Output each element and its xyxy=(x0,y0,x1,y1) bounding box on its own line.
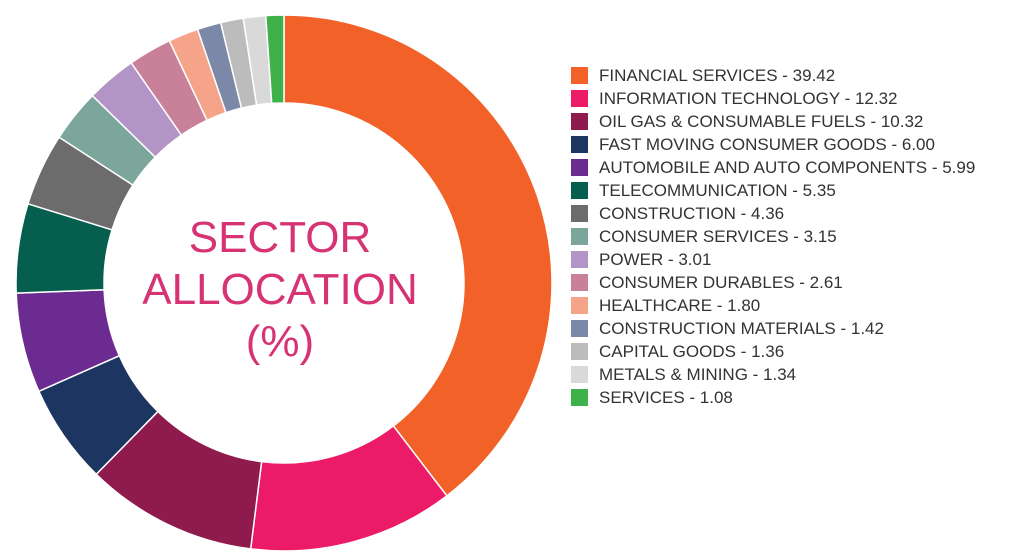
legend-item-6: CONSTRUCTION - 4.36 xyxy=(571,202,1011,225)
legend-swatch-8 xyxy=(571,251,588,268)
legend-label-12: CAPITAL GOODS - 1.36 xyxy=(599,342,785,361)
legend-label-2: OIL GAS & CONSUMABLE FUELS - 10.32 xyxy=(599,112,924,131)
legend-label-14: SERVICES - 1.08 xyxy=(599,388,733,407)
slice-0 xyxy=(283,14,553,497)
legend-swatch-6 xyxy=(571,205,588,222)
legend-label-13: METALS & MINING - 1.34 xyxy=(599,365,797,384)
legend-item-8: POWER - 3.01 xyxy=(571,248,1011,271)
legend-swatch-14 xyxy=(571,389,588,406)
legend-label-1: INFORMATION TECHNOLOGY - 12.32 xyxy=(599,89,898,108)
donut-chart xyxy=(15,14,553,552)
chart-legend: FINANCIAL SERVICES - 39.42 INFORMATION TE… xyxy=(571,64,1011,409)
legend-item-10: HEALTHCARE - 1.80 xyxy=(571,294,1011,317)
legend-swatch-5 xyxy=(571,182,588,199)
chart-title-line-1: SECTOR xyxy=(188,213,372,262)
legend-label-9: CONSUMER DURABLES - 2.61 xyxy=(599,273,843,292)
legend-swatch-9 xyxy=(571,274,588,291)
legend-label-4: AUTOMOBILE AND AUTO COMPONENTS - 5.99 xyxy=(599,158,976,177)
legend-item-4: AUTOMOBILE AND AUTO COMPONENTS - 5.99 xyxy=(571,156,1011,179)
legend-swatch-13 xyxy=(571,366,588,383)
legend-item-9: CONSUMER DURABLES - 2.61 xyxy=(571,271,1011,294)
legend-label-11: CONSTRUCTION MATERIALS - 1.42 xyxy=(599,319,884,338)
chart-title-line-3: (%) xyxy=(245,317,315,366)
legend-swatch-7 xyxy=(571,228,588,245)
legend-swatch-1 xyxy=(571,90,588,107)
legend-swatch-0 xyxy=(571,67,588,84)
legend-item-12: CAPITAL GOODS - 1.36 xyxy=(571,340,1011,363)
legend-label-6: CONSTRUCTION - 4.36 xyxy=(599,204,785,223)
legend-label-10: HEALTHCARE - 1.80 xyxy=(599,296,761,315)
legend-label-7: CONSUMER SERVICES - 3.15 xyxy=(599,227,837,246)
legend-label-5: TELECOMMUNICATION - 5.35 xyxy=(599,181,836,200)
legend-item-1: INFORMATION TECHNOLOGY - 12.32 xyxy=(571,87,1011,110)
legend-item-11: CONSTRUCTION MATERIALS - 1.42 xyxy=(571,317,1011,340)
legend-swatch-3 xyxy=(571,136,588,153)
legend-swatch-2 xyxy=(571,113,588,130)
legend-swatch-12 xyxy=(571,343,588,360)
legend-item-14: SERVICES - 1.08 xyxy=(571,386,1011,409)
legend-item-2: OIL GAS & CONSUMABLE FUELS - 10.32 xyxy=(571,110,1011,133)
legend-item-7: CONSUMER SERVICES - 3.15 xyxy=(571,225,1011,248)
slice-14 xyxy=(264,14,285,105)
legend-item-0: FINANCIAL SERVICES - 39.42 xyxy=(571,64,1011,87)
legend-item-5: TELECOMMUNICATION - 5.35 xyxy=(571,179,1011,202)
legend-label-0: FINANCIAL SERVICES - 39.42 xyxy=(599,66,836,85)
legend-swatch-11 xyxy=(571,320,588,337)
chart-title: SECTOR ALLOCATION (%) xyxy=(130,212,430,368)
chart-title-line-2: ALLOCATION xyxy=(142,265,418,314)
legend-item-13: METALS & MINING - 1.34 xyxy=(571,363,1011,386)
legend-label-3: FAST MOVING CONSUMER GOODS - 6.00 xyxy=(599,135,935,154)
legend-label-8: POWER - 3.01 xyxy=(599,250,712,269)
legend-swatch-4 xyxy=(571,159,588,176)
legend-item-3: FAST MOVING CONSUMER GOODS - 6.00 xyxy=(571,133,1011,156)
legend-swatch-10 xyxy=(571,297,588,314)
